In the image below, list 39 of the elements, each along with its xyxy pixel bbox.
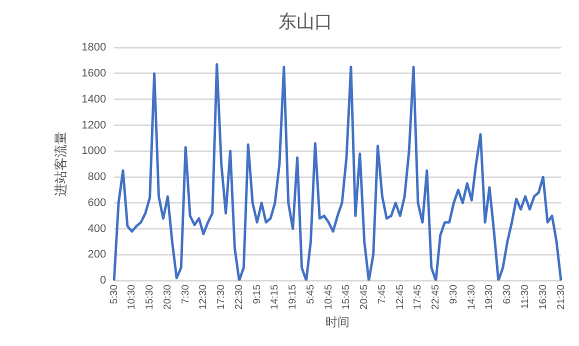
x-tick-label: 10:45 <box>323 284 334 310</box>
y-tick-label: 1800 <box>82 42 106 54</box>
x-tick-label: 15:45 <box>341 284 352 310</box>
x-tick-label: 20:30 <box>162 284 174 310</box>
x-tick-label: 22:45 <box>430 284 442 310</box>
x-tick-label: 7:30 <box>180 284 192 304</box>
x-tick-label: 9:15 <box>252 284 263 304</box>
x-tick-label: 10:30 <box>126 284 138 310</box>
x-tick-label: 17:30 <box>216 284 228 310</box>
y-tick-label: 1400 <box>82 93 106 106</box>
x-tick-label: 7:45 <box>376 284 388 304</box>
x-axis-title: 时间 <box>326 314 350 329</box>
y-axis-title: 进站客流量 <box>53 132 70 197</box>
y-tick-label: 1200 <box>82 119 106 132</box>
y-tick-label: 800 <box>88 171 106 184</box>
x-tick-label: 9:30 <box>448 284 460 304</box>
x-tick-label: 11:30 <box>520 284 531 309</box>
y-tick-label: 400 <box>88 222 106 235</box>
x-tick-label: 16:30 <box>538 284 549 310</box>
y-tick-label: 0 <box>100 274 106 287</box>
x-tick-label: 12:45 <box>394 284 406 310</box>
x-tick-label: 14:30 <box>466 284 478 310</box>
x-tick-label: 21:30 <box>556 284 567 310</box>
x-tick-label: 12:30 <box>198 284 210 310</box>
x-tick-label: 22:30 <box>234 284 245 310</box>
x-tick-label: 20:45 <box>359 284 370 310</box>
y-tick-label: 200 <box>88 248 106 261</box>
y-tick-label: 1600 <box>82 68 106 80</box>
chart-title: 东山口 <box>278 11 332 32</box>
x-tick-label: 14:15 <box>270 284 281 310</box>
x-tick-label: 6:30 <box>502 284 514 304</box>
x-tick-label: 5:30 <box>108 284 120 304</box>
y-tick-label: 1000 <box>82 145 106 158</box>
x-tick-label: 15:30 <box>144 284 156 310</box>
x-tick-label: 5:45 <box>305 284 316 304</box>
x-tick-label: 19:30 <box>484 284 496 310</box>
x-tick-label: 19:15 <box>288 284 299 310</box>
y-tick-label: 600 <box>88 196 106 209</box>
x-tick-label: 17:45 <box>412 284 424 310</box>
